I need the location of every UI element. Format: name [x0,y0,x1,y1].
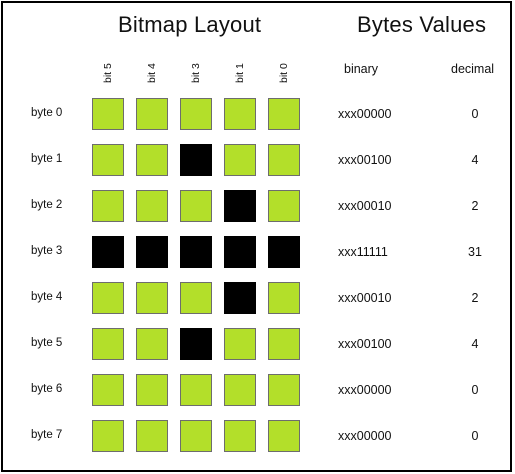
bit-cell-clear [224,420,256,452]
bit-label: bit 0 [278,63,290,83]
byte-row-label: byte 3 [31,245,63,257]
bit-label: bit 4 [146,63,158,83]
bit-cell-clear [224,328,256,360]
bit-cell-clear [268,328,300,360]
byte-row-label: byte 4 [31,291,63,303]
decimal-value: 0 [471,383,479,397]
binary-value: xxx00000 [338,107,392,121]
bitmap-layout-title: Bitmap Layout [118,12,262,37]
bit-cell-clear [136,328,168,360]
bit-cell-clear [180,98,212,130]
bit-label: bit 3 [190,63,202,83]
decimal-value: 31 [468,245,482,259]
bit-cell-clear [224,144,256,176]
bit-cell-set [224,236,256,268]
byte-row-label: byte 6 [31,383,63,395]
decimal-value: 2 [471,199,479,213]
binary-value: xxx00100 [338,153,392,167]
bit-cell-set [268,236,300,268]
binary-value: xxx00000 [338,429,392,443]
bit-cell-clear [268,282,300,314]
bit-cell-set [180,236,212,268]
bit-cell-set [224,282,256,314]
bit-cell-set [136,236,168,268]
bit-cell-clear [224,98,256,130]
bit-cell-clear [136,374,168,406]
bit-cell-clear [268,190,300,222]
decimal-value: 0 [471,107,479,121]
binary-value: xxx00000 [338,383,392,397]
decimal-value: 4 [471,337,479,351]
decimal-value: 4 [471,153,479,167]
bit-cell-clear [92,420,124,452]
binary-value: xxx11111 [338,245,388,259]
bit-cell-clear [180,190,212,222]
bit-cell-clear [92,144,124,176]
binary-value: xxx00100 [338,337,392,351]
bytes-values-title: Bytes Values [357,12,487,37]
bit-cell-clear [224,374,256,406]
bit-cell-clear [136,282,168,314]
bit-cell-clear [92,190,124,222]
byte-row-label: byte 5 [31,337,63,349]
decimal-column-header: decimal [451,62,495,76]
binary-value: xxx00010 [338,291,392,305]
byte-row-label: byte 0 [31,107,63,119]
bit-cell-clear [180,374,212,406]
bit-cell-clear [136,420,168,452]
bit-cell-clear [268,374,300,406]
binary-value: xxx00010 [338,199,392,213]
bit-cell-clear [136,144,168,176]
binary-column-header: binary [344,62,379,76]
bit-cell-clear [92,282,124,314]
bit-cell-clear [136,98,168,130]
bit-label: bit 5 [102,63,114,83]
bit-cell-set [92,236,124,268]
bit-cell-clear [268,144,300,176]
bit-label: bit 1 [234,63,246,83]
decimal-value: 2 [471,291,479,305]
bit-cell-clear [268,420,300,452]
bit-cell-clear [92,328,124,360]
bit-cell-clear [92,98,124,130]
bit-cell-clear [92,374,124,406]
bit-cell-clear [268,98,300,130]
byte-row-label: byte 2 [31,199,63,211]
byte-row-label: byte 7 [31,429,63,441]
bit-cell-set [180,144,212,176]
byte-row-label: byte 1 [31,153,63,165]
bit-cell-set [224,190,256,222]
bit-cell-clear [180,420,212,452]
decimal-value: 0 [471,429,479,443]
bit-cell-clear [136,190,168,222]
bit-cell-clear [180,282,212,314]
bit-cell-set [180,328,212,360]
